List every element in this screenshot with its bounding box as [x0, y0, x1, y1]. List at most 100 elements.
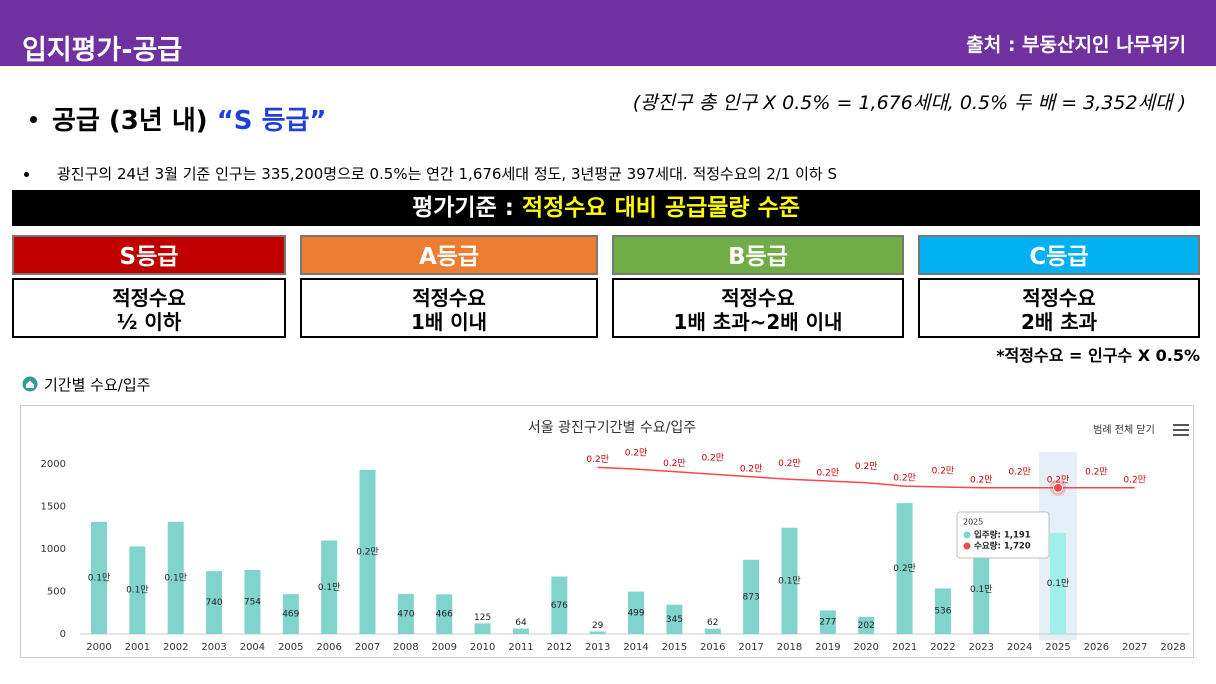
tooltip-line: 수요량: 1,720 — [974, 541, 1031, 552]
menu-icon[interactable] — [1173, 424, 1189, 436]
x-tick-label: 2008 — [393, 642, 418, 653]
bar — [282, 594, 299, 634]
bar-label: 0.1만 — [778, 575, 801, 586]
bar — [167, 521, 184, 634]
grade-desc-line: 적정수요 — [412, 286, 486, 310]
x-tick-label: 2026 — [1084, 642, 1109, 653]
bar-label: 202 — [858, 621, 875, 631]
grade-desc-line: 1배 이내 — [410, 310, 488, 334]
x-tick-label: 2006 — [316, 642, 341, 653]
bar-label: 466 — [436, 610, 453, 620]
home-icon — [22, 376, 38, 392]
grade-desc-line: 적정수요 — [721, 286, 795, 310]
grade-desc-line: 2배 초과 — [1020, 310, 1098, 334]
line-series: 수요량0.2만0.2만0.2만0.2만0.2만0.2만0.2만0.2만0.2만0… — [586, 448, 1146, 496]
bar-label: 62 — [707, 618, 718, 628]
bar — [858, 616, 875, 634]
bar — [474, 623, 491, 634]
bar-label: 29 — [592, 621, 604, 631]
bullet — [24, 172, 29, 177]
bar-label: 754 — [244, 597, 261, 607]
line-label: 0.2만 — [970, 474, 993, 485]
x-tick-label: 2023 — [969, 642, 994, 653]
bar-label: 0.1만 — [970, 584, 993, 595]
bar — [436, 594, 453, 634]
header-bar — [0, 0, 1216, 66]
x-tick-label: 2022 — [930, 642, 955, 653]
grade-desc: 적정수요 1배 초과~2배 이내 — [612, 278, 904, 338]
headline-text: 공급 (3년 내) — [52, 106, 208, 136]
x-tick-label: 2002 — [163, 642, 188, 653]
x-tick-label: 2014 — [623, 642, 648, 653]
source: 출처 : 부동산지인 나무위키 — [966, 34, 1186, 56]
tooltip-swatch — [963, 531, 971, 539]
bar-label: 0.1만 — [318, 582, 341, 593]
criteria-bar: 평가기준 : 적정수요 대비 공급물량 수준 — [12, 190, 1200, 226]
grade-desc: 적정수요 ½ 이하 — [12, 278, 286, 338]
y-tick-label: 1000 — [41, 544, 66, 555]
x-tick-label: 2021 — [892, 642, 917, 653]
line-label: 0.2만 — [701, 453, 724, 464]
headline: 공급 (3년 내) “S 등급” — [52, 100, 327, 137]
bar — [704, 628, 721, 634]
bar — [91, 521, 107, 634]
x-tick-label: 2010 — [470, 642, 495, 653]
bar-label: 499 — [627, 608, 644, 618]
section-title: 기간별 수요/입주 — [44, 376, 151, 394]
summary: 광진구의 24년 3월 기준 인구는 335,200명으로 0.5%는 연간 1… — [57, 165, 838, 183]
bar-label: 676 — [551, 601, 568, 611]
y-tick-label: 500 — [47, 587, 66, 598]
bar-label: 0.2만 — [356, 546, 379, 557]
bar — [551, 576, 568, 634]
x-tick-label: 2012 — [547, 642, 572, 653]
x-tick-label: 2017 — [738, 642, 763, 653]
bar-label: 125 — [474, 613, 491, 623]
grade-desc: 적정수요 2배 초과 — [918, 278, 1200, 338]
bar — [244, 569, 261, 634]
line-label: 0.2만 — [663, 458, 686, 469]
line — [597, 466, 1135, 489]
line-label: 0.2만 — [1085, 466, 1108, 477]
legend-button[interactable]: 범례 전체 닫기 — [1093, 424, 1155, 436]
bar — [359, 469, 376, 634]
grade-desc-line: 1배 초과~2배 이내 — [673, 310, 843, 334]
bullet — [30, 116, 37, 123]
line-label: 0.2만 — [778, 458, 801, 469]
bar-label: 0.2만 — [893, 563, 916, 574]
chart-panel — [20, 405, 1194, 658]
x-tick-label: 2028 — [1160, 642, 1185, 653]
headline-grade: “S 등급” — [216, 106, 327, 136]
tooltip-box — [956, 511, 1050, 559]
bar-label: 469 — [282, 610, 299, 620]
x-tick-label: 2000 — [86, 642, 111, 653]
y-tick-label: 1500 — [41, 502, 66, 513]
bar — [206, 571, 223, 634]
line-label: 0.2만 — [1047, 474, 1070, 485]
bar-label: 470 — [397, 610, 414, 620]
bar-label: 0.1만 — [88, 572, 111, 583]
x-tick-label: 2019 — [815, 642, 840, 653]
x-tick-label: 2001 — [125, 642, 150, 653]
line-label: 0.2만 — [1008, 466, 1031, 477]
bar — [397, 594, 414, 634]
bar — [1050, 532, 1066, 634]
criteria-value: 적정수요 대비 공급물량 수준 — [521, 195, 800, 221]
bar — [321, 540, 338, 634]
bar — [819, 610, 836, 634]
bar — [743, 559, 760, 634]
bar-label: 0.1만 — [164, 572, 187, 583]
grade-desc-line: 적정수요 — [1022, 286, 1096, 310]
line-label: 0.2만 — [855, 461, 878, 472]
bar — [129, 546, 146, 634]
bar — [781, 527, 798, 634]
x-tick-label: 2009 — [432, 642, 457, 653]
hover-point — [1053, 482, 1063, 493]
line-label: 0.2만 — [740, 463, 763, 474]
line-label: 0.2만 — [1123, 474, 1146, 485]
line-label: 0.2만 — [932, 465, 955, 476]
line-label: 0.2만 — [893, 473, 916, 484]
grade-desc-line: ½ 이하 — [116, 310, 182, 334]
grade-name: B등급 — [612, 235, 904, 275]
